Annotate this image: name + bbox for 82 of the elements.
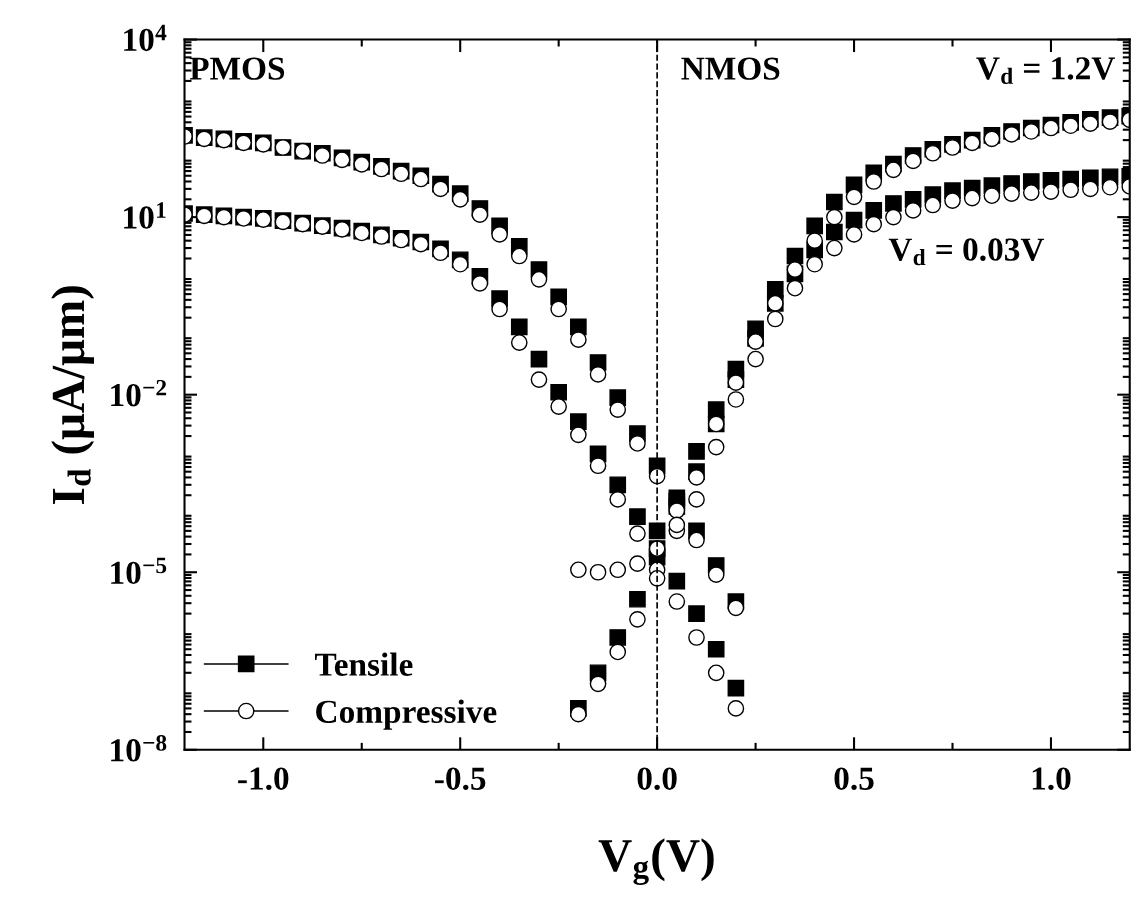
point — [885, 195, 902, 212]
point — [1101, 113, 1119, 130]
point — [727, 679, 745, 697]
point — [1082, 180, 1099, 198]
point — [1003, 185, 1020, 202]
point — [570, 413, 587, 430]
point — [668, 572, 686, 590]
point — [904, 202, 922, 219]
point — [707, 640, 725, 658]
point — [570, 705, 587, 723]
point — [806, 232, 823, 250]
point — [609, 629, 627, 646]
point — [510, 318, 528, 336]
point — [865, 173, 883, 190]
x-tick-label: 0.0 — [637, 767, 677, 791]
point — [688, 605, 705, 622]
annotation: V$_{d}$ = 1.2V — [976, 57, 1115, 85]
point — [1062, 117, 1079, 135]
point — [845, 188, 863, 206]
point — [707, 401, 725, 418]
point — [806, 217, 823, 235]
legend-label: Tensile — [315, 652, 413, 676]
x-tick-label: 1.0 — [1032, 767, 1071, 791]
point — [688, 443, 705, 460]
y-tick-label: 10$^{−5}$ — [111, 557, 167, 585]
x-tick-label: -1.0 — [238, 767, 289, 791]
point — [1101, 178, 1119, 196]
point — [944, 192, 961, 209]
point — [924, 196, 942, 214]
point — [1042, 183, 1060, 200]
point — [471, 275, 489, 292]
point — [451, 190, 469, 208]
point — [629, 435, 646, 452]
annotation: PMOS — [189, 57, 285, 80]
point — [924, 144, 942, 162]
point — [510, 247, 528, 265]
point — [589, 675, 607, 693]
point — [550, 383, 567, 401]
point — [944, 139, 961, 156]
point — [1082, 115, 1099, 132]
y-axis-title: I$_{d}$ (μA/μm) — [51, 286, 95, 505]
x-tick-label: -0.5 — [435, 767, 486, 791]
y-tick-label: 10$^{4}$ — [124, 24, 167, 52]
legend-label: Compressive — [316, 699, 497, 730]
point — [707, 566, 725, 583]
annotation: V$_{d}$ = 0.03V — [888, 238, 1045, 266]
point — [885, 161, 902, 179]
point — [904, 152, 922, 170]
point — [491, 226, 508, 243]
point — [491, 300, 508, 318]
point — [963, 189, 981, 207]
point — [451, 255, 469, 273]
point — [983, 130, 1001, 148]
point — [983, 187, 1001, 205]
point — [530, 350, 548, 368]
x-axis-title: V$_{g}$(V) — [598, 838, 714, 885]
point — [1022, 184, 1040, 201]
y-tick-label: 10$^{1}$ — [124, 202, 166, 229]
point — [530, 270, 548, 288]
point — [1062, 181, 1079, 199]
y-tick-label: 10$^{−2}$ — [111, 379, 167, 407]
point — [432, 180, 449, 198]
point — [688, 469, 705, 486]
point — [609, 476, 627, 494]
point — [786, 261, 804, 278]
point — [629, 590, 646, 608]
point — [688, 531, 705, 549]
point — [727, 599, 745, 617]
point — [865, 202, 883, 219]
point — [589, 457, 607, 475]
point — [826, 193, 843, 211]
annotation: NMOS — [681, 57, 780, 80]
point — [629, 508, 646, 525]
point — [1022, 123, 1040, 140]
point — [668, 502, 686, 519]
point — [471, 206, 489, 224]
point — [432, 244, 449, 262]
point — [707, 438, 725, 456]
point — [668, 516, 686, 534]
x-tick-label: 0.5 — [834, 767, 874, 791]
y-tick-label: 10$^{−8}$ — [111, 735, 167, 762]
point — [826, 223, 843, 241]
